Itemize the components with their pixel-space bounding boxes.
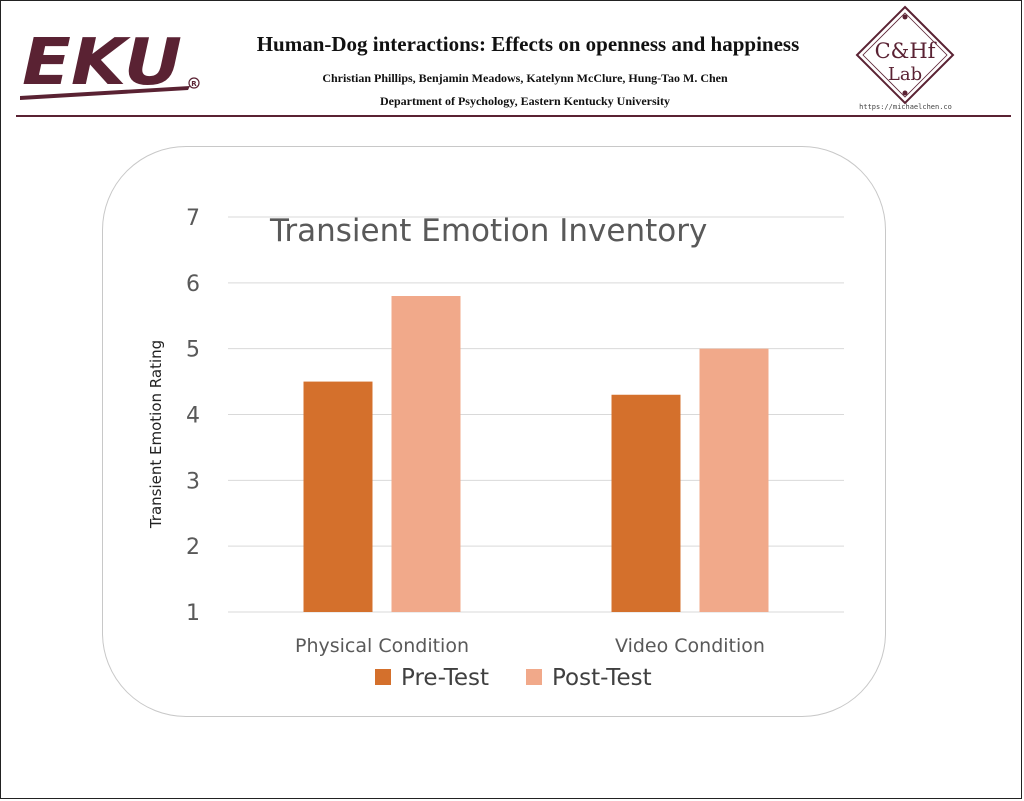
- y-tick-label: 6: [186, 272, 200, 297]
- y-tick-label: 4: [186, 404, 200, 429]
- lab-logo-line1: C&Hf: [875, 39, 938, 63]
- legend-label: Post-Test: [552, 665, 652, 691]
- poster-affiliation: Department of Psychology, Eastern Kentuc…: [380, 94, 670, 108]
- lab-url: https://michaelchen.co: [859, 103, 952, 111]
- eku-logo-swoosh: [20, 86, 190, 100]
- eku-logo: EKU R: [20, 26, 200, 100]
- eku-logo-text: EKU: [22, 26, 182, 100]
- y-tick-label: 3: [186, 469, 200, 494]
- x-categories: Physical Condition Video Condition: [295, 635, 765, 657]
- y-tick-label: 2: [186, 535, 200, 560]
- bar-pre-test-1: [611, 394, 681, 612]
- header-divider: [16, 115, 1011, 117]
- legend-label: Pre-Test: [401, 665, 489, 691]
- lab-logo-dot-top: [902, 14, 908, 20]
- chart-title: Transient Emotion Inventory: [269, 213, 707, 249]
- legend-swatch: [526, 669, 542, 685]
- lab-logo: C&Hf Lab: [855, 5, 955, 105]
- lab-logo-diamond: [855, 5, 955, 105]
- lab-logo-dot-bottom: [902, 90, 908, 96]
- bar-pre-test-0: [303, 381, 373, 612]
- x-category-label: Physical Condition: [295, 635, 469, 657]
- y-ticks: 1 2 3 4 5 6 7: [186, 206, 200, 626]
- registered-mark-icon: [188, 77, 200, 89]
- registered-mark-letter: R: [191, 80, 197, 88]
- y-tick-label: 1: [186, 601, 200, 626]
- poster-authors: Christian Phillips, Benjamin Meadows, Ka…: [322, 71, 728, 85]
- legend: Pre-Test Post-Test: [375, 665, 652, 691]
- poster-title: Human-Dog interactions: Effects on openn…: [256, 32, 800, 56]
- y-axis-label: Transient Emotion Rating: [147, 340, 165, 529]
- y-tick-label: 5: [186, 338, 200, 363]
- bar-post-test-1: [699, 348, 769, 612]
- legend-swatch: [375, 669, 391, 685]
- bars: [303, 296, 769, 612]
- lab-logo-line2: Lab: [888, 64, 922, 85]
- lab-logo-inner-diamond: [862, 12, 948, 98]
- x-category-label: Video Condition: [615, 635, 765, 657]
- bar-post-test-0: [391, 296, 461, 612]
- y-tick-label: 7: [186, 206, 200, 231]
